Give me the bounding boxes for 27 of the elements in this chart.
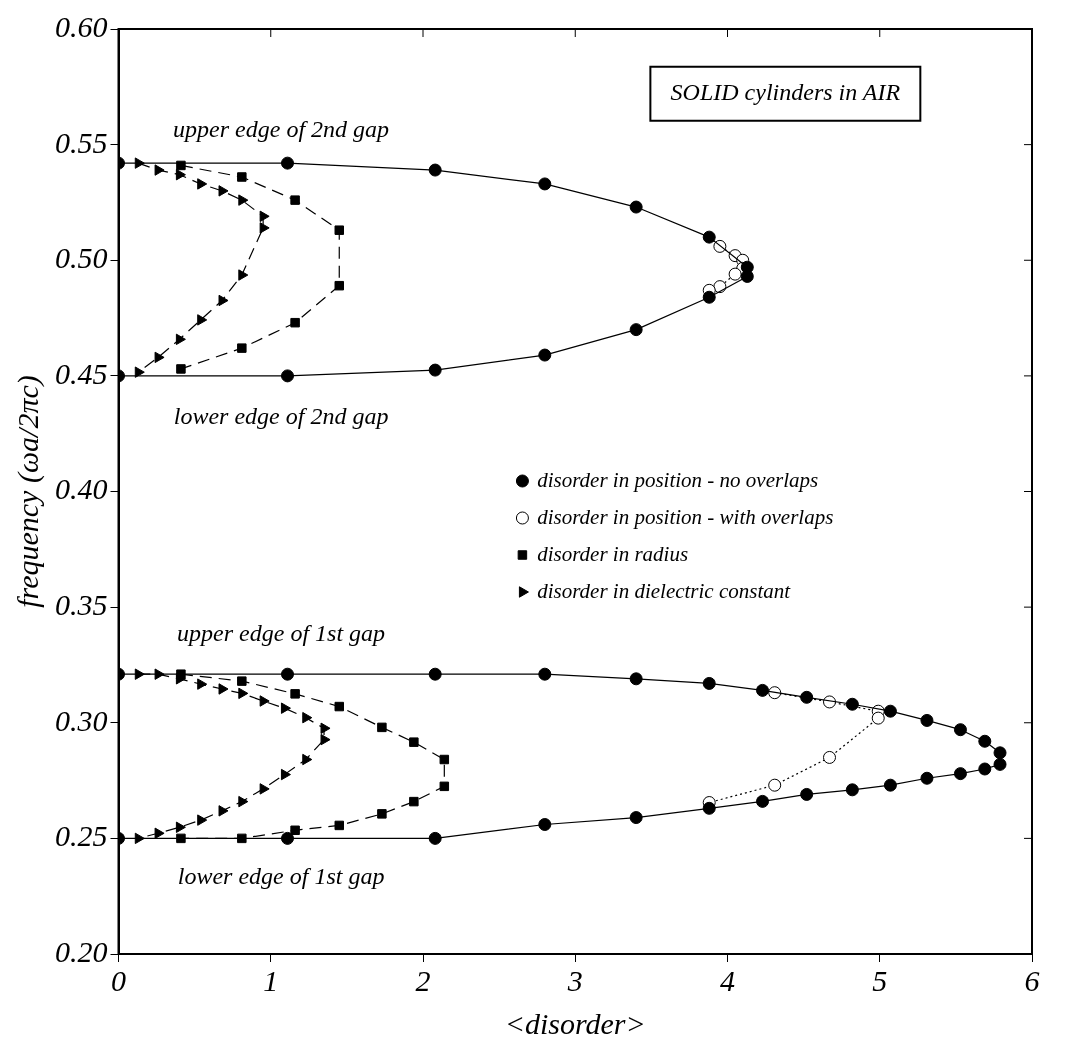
x-tick-label: 0: [111, 963, 126, 997]
legend-label: disorder in position - no overlaps: [537, 467, 819, 492]
y-tick-label: 0.35: [55, 588, 108, 622]
y-tick-label: 0.30: [55, 703, 108, 737]
x-tick-label: 3: [566, 963, 583, 997]
x-axis-title: <disorder>: [504, 1006, 646, 1040]
y-tick-label: 0.60: [55, 9, 108, 43]
legend-label: disorder in position - with overlaps: [537, 504, 834, 529]
annotation: upper edge of 1st gap: [177, 620, 386, 647]
y-tick-label: 0.55: [55, 125, 108, 159]
x-tick-label: 4: [720, 963, 735, 997]
annotation: lower edge of 2nd gap: [173, 402, 389, 429]
y-tick-label: 0.40: [55, 472, 108, 506]
annotation: lower edge of 1st gap: [177, 863, 385, 890]
x-tick-label: 5: [872, 963, 888, 997]
y-tick-label: 0.50: [55, 241, 108, 275]
y-axis-title: frequency (ωa/2πc): [10, 375, 45, 608]
legend-label: disorder in radius: [537, 541, 689, 566]
x-tick-label: 6: [1024, 963, 1040, 997]
x-tick-label: 2: [415, 963, 431, 997]
y-tick-label: 0.25: [55, 819, 108, 853]
annotation: SOLID cylinders in AIR: [670, 79, 901, 106]
legend-label: disorder in dielectric constant: [537, 578, 792, 603]
y-tick-label: 0.45: [55, 356, 108, 390]
x-tick-label: 1: [263, 963, 279, 997]
y-tick-label: 0.20: [55, 934, 108, 968]
annotation: upper edge of 2nd gap: [173, 116, 390, 143]
